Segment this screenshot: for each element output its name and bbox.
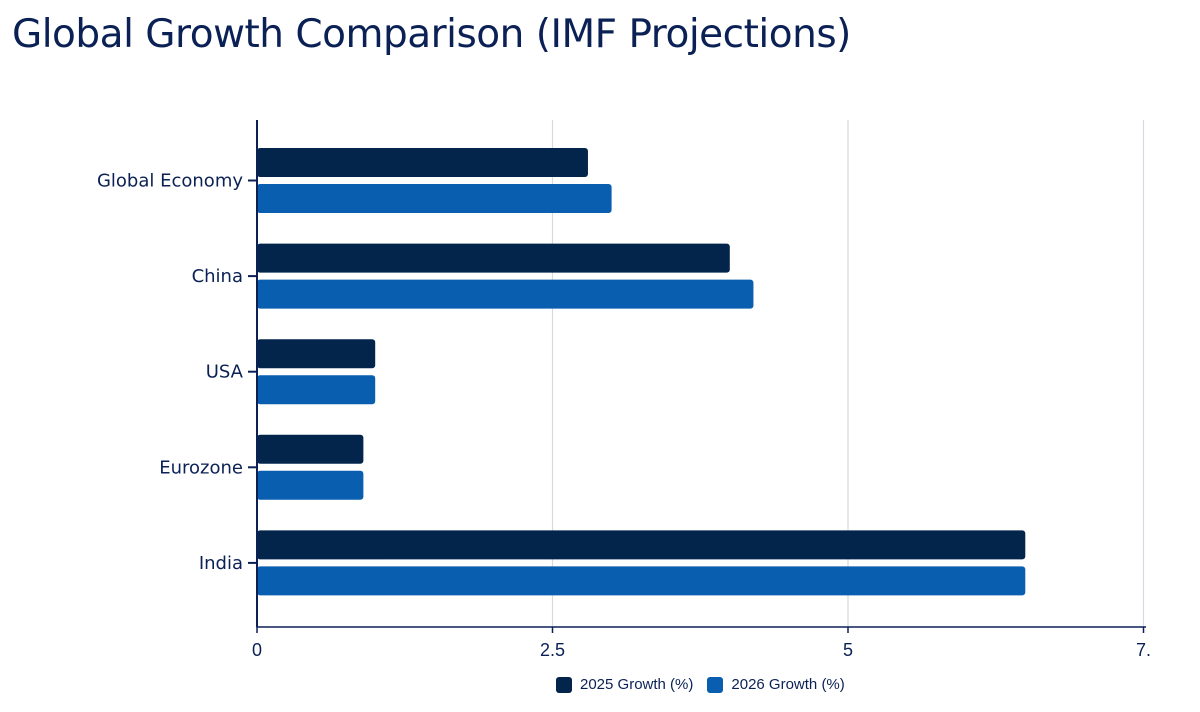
- x-tick-label: 5: [843, 640, 853, 660]
- legend-item-2026[interactable]: 2026 Growth (%): [707, 676, 845, 693]
- bar-chart: 0 2.5 5 7. Global Economy China USA Eurozone Ind…: [97, 120, 1151, 660]
- legend-swatch-2025: [556, 676, 572, 693]
- y-tick-label: Eurozone: [159, 457, 243, 478]
- legend-label-2026: 2026 Growth (%): [731, 676, 845, 693]
- y-tick-label: Global Economy: [97, 171, 243, 192]
- bar-2026-global-economy: [257, 184, 612, 213]
- bar-2026-eurozone: [257, 470, 364, 500]
- bar-2026-india: [257, 566, 1026, 596]
- bar-2025-global-economy: [257, 148, 588, 177]
- y-tick-label: India: [199, 553, 243, 574]
- y-tick-label: China: [192, 266, 243, 287]
- legend-item-2025[interactable]: 2025 Growth (%): [556, 676, 693, 693]
- bar-2025-eurozone: [257, 434, 364, 464]
- bar-2025-india: [257, 530, 1026, 560]
- bar-2025-usa: [257, 339, 376, 369]
- x-tick-label: 2.5: [540, 640, 565, 660]
- legend-label-2025: 2025 Growth (%): [580, 676, 694, 693]
- y-tick-label: USA: [206, 362, 244, 383]
- x-tick-label: 7.: [1136, 640, 1151, 660]
- chart-title: Global Growth Comparison (IMF Projection…: [12, 12, 851, 57]
- bar-2026-china: [257, 279, 754, 309]
- bar-2025-china: [257, 243, 730, 273]
- bar-2026-usa: [257, 375, 376, 405]
- legend-swatch-2026: [707, 676, 724, 693]
- legend: 2025 Growth (%) 2026 Growth (%): [556, 676, 859, 693]
- x-tick-label: 0: [252, 640, 262, 660]
